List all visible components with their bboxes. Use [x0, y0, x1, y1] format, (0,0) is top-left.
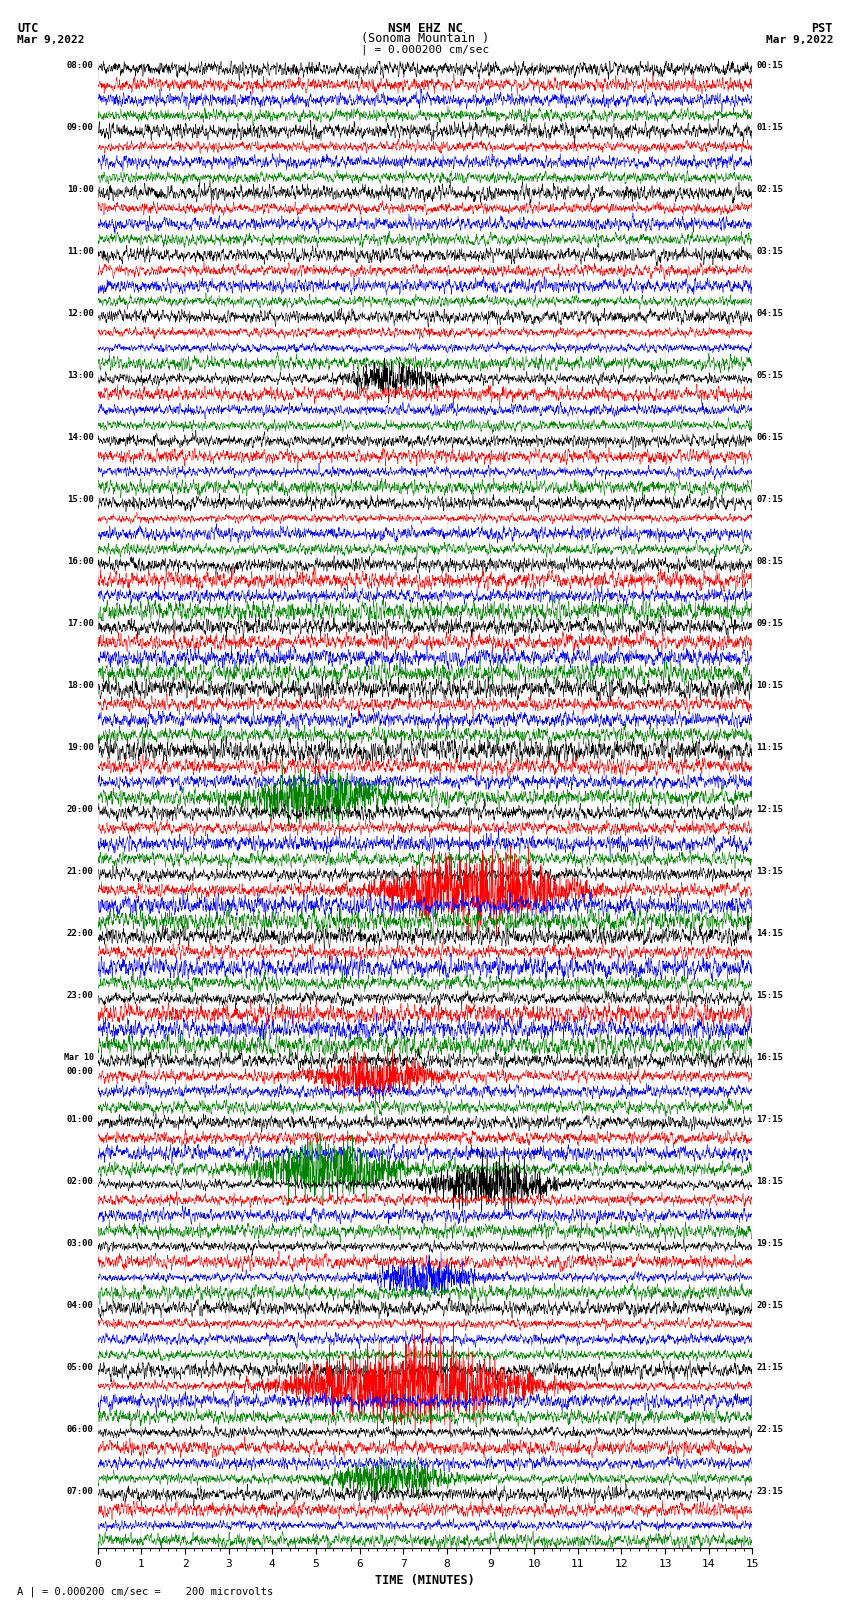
Text: 16:15: 16:15: [756, 1053, 784, 1061]
Text: 10:15: 10:15: [756, 681, 784, 690]
Text: 14:15: 14:15: [756, 929, 784, 937]
Text: Mar 9,2022: Mar 9,2022: [766, 35, 833, 45]
Text: 18:15: 18:15: [756, 1177, 784, 1186]
Text: 00:15: 00:15: [756, 61, 784, 71]
Text: 10:00: 10:00: [66, 185, 94, 194]
Text: 21:15: 21:15: [756, 1363, 784, 1371]
Text: A | = 0.000200 cm/sec =    200 microvolts: A | = 0.000200 cm/sec = 200 microvolts: [17, 1586, 273, 1597]
Text: 19:15: 19:15: [756, 1239, 784, 1247]
Text: 11:00: 11:00: [66, 247, 94, 256]
Text: 07:15: 07:15: [756, 495, 784, 503]
Text: 18:00: 18:00: [66, 681, 94, 690]
Text: Mar 10: Mar 10: [64, 1053, 94, 1061]
Text: 16:00: 16:00: [66, 556, 94, 566]
Text: 23:00: 23:00: [66, 990, 94, 1000]
Text: 04:15: 04:15: [756, 310, 784, 318]
Text: 17:15: 17:15: [756, 1115, 784, 1124]
Text: 21:00: 21:00: [66, 866, 94, 876]
Text: 22:00: 22:00: [66, 929, 94, 937]
Text: 09:00: 09:00: [66, 123, 94, 132]
Text: 14:00: 14:00: [66, 434, 94, 442]
Text: 17:00: 17:00: [66, 619, 94, 627]
Text: 20:00: 20:00: [66, 805, 94, 815]
Text: 07:00: 07:00: [66, 1487, 94, 1495]
Text: 15:00: 15:00: [66, 495, 94, 503]
Text: 04:00: 04:00: [66, 1300, 94, 1310]
Text: 12:15: 12:15: [756, 805, 784, 815]
Text: NSM EHZ NC: NSM EHZ NC: [388, 21, 462, 35]
Text: 13:15: 13:15: [756, 866, 784, 876]
Text: 09:15: 09:15: [756, 619, 784, 627]
Text: 11:15: 11:15: [756, 744, 784, 752]
Text: 02:15: 02:15: [756, 185, 784, 194]
Text: 01:00: 01:00: [66, 1115, 94, 1124]
Text: 22:15: 22:15: [756, 1424, 784, 1434]
Text: 08:00: 08:00: [66, 61, 94, 71]
Text: 05:00: 05:00: [66, 1363, 94, 1371]
Text: 23:15: 23:15: [756, 1487, 784, 1495]
Text: 02:00: 02:00: [66, 1177, 94, 1186]
Text: 13:00: 13:00: [66, 371, 94, 381]
Text: 05:15: 05:15: [756, 371, 784, 381]
Text: 03:00: 03:00: [66, 1239, 94, 1247]
Text: UTC: UTC: [17, 21, 38, 35]
Text: 06:15: 06:15: [756, 434, 784, 442]
Text: | = 0.000200 cm/sec: | = 0.000200 cm/sec: [361, 45, 489, 55]
Text: 00:00: 00:00: [66, 1068, 94, 1076]
Text: 12:00: 12:00: [66, 310, 94, 318]
Text: 15:15: 15:15: [756, 990, 784, 1000]
Text: 20:15: 20:15: [756, 1300, 784, 1310]
Text: 03:15: 03:15: [756, 247, 784, 256]
Text: Mar 9,2022: Mar 9,2022: [17, 35, 84, 45]
Text: 06:00: 06:00: [66, 1424, 94, 1434]
Text: PST: PST: [812, 21, 833, 35]
Text: 01:15: 01:15: [756, 123, 784, 132]
X-axis label: TIME (MINUTES): TIME (MINUTES): [375, 1574, 475, 1587]
Text: 19:00: 19:00: [66, 744, 94, 752]
Text: 08:15: 08:15: [756, 556, 784, 566]
Text: (Sonoma Mountain ): (Sonoma Mountain ): [361, 32, 489, 45]
